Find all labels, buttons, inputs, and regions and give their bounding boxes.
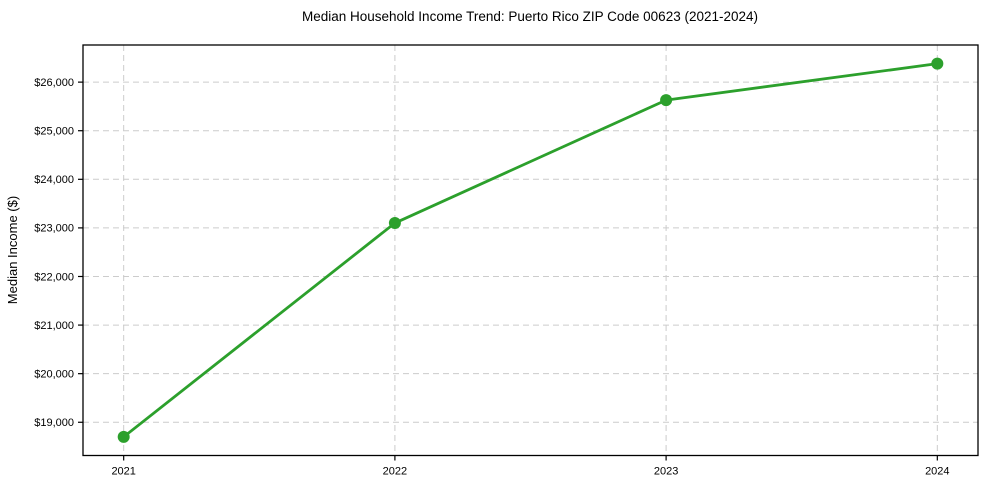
plot-border (82, 44, 979, 457)
y-tick-label: $23,000 (34, 223, 74, 235)
y-tick-label: $25,000 (34, 126, 74, 138)
y-tick-label: $22,000 (34, 271, 74, 283)
data-point (931, 57, 944, 70)
y-tick-label: $20,000 (34, 368, 74, 380)
x-tick-label: 2024 (925, 466, 949, 478)
y-tick-label: $19,000 (34, 417, 74, 429)
y-tick-label: $26,000 (34, 77, 74, 89)
data-point (117, 430, 130, 443)
data-point (388, 217, 401, 230)
series-layer (117, 57, 944, 443)
y-tick-label: $21,000 (34, 320, 74, 332)
y-axis-title: Median Income ($) (5, 196, 20, 304)
axes-layer: $19,000 $20,000 $21,000 $22,000 $23,000 $24,0… (34, 44, 979, 478)
x-tick-label: 2023 (654, 466, 678, 478)
x-tick-label: 2022 (383, 466, 407, 478)
y-tick-label: $24,000 (34, 174, 74, 186)
x-tick-label: 2021 (111, 466, 135, 478)
grid-layer (83, 45, 978, 456)
trend-line (122, 62, 939, 439)
data-point (660, 94, 673, 107)
chart-title: Median Household Income Trend: Puerto Ri… (302, 9, 758, 24)
